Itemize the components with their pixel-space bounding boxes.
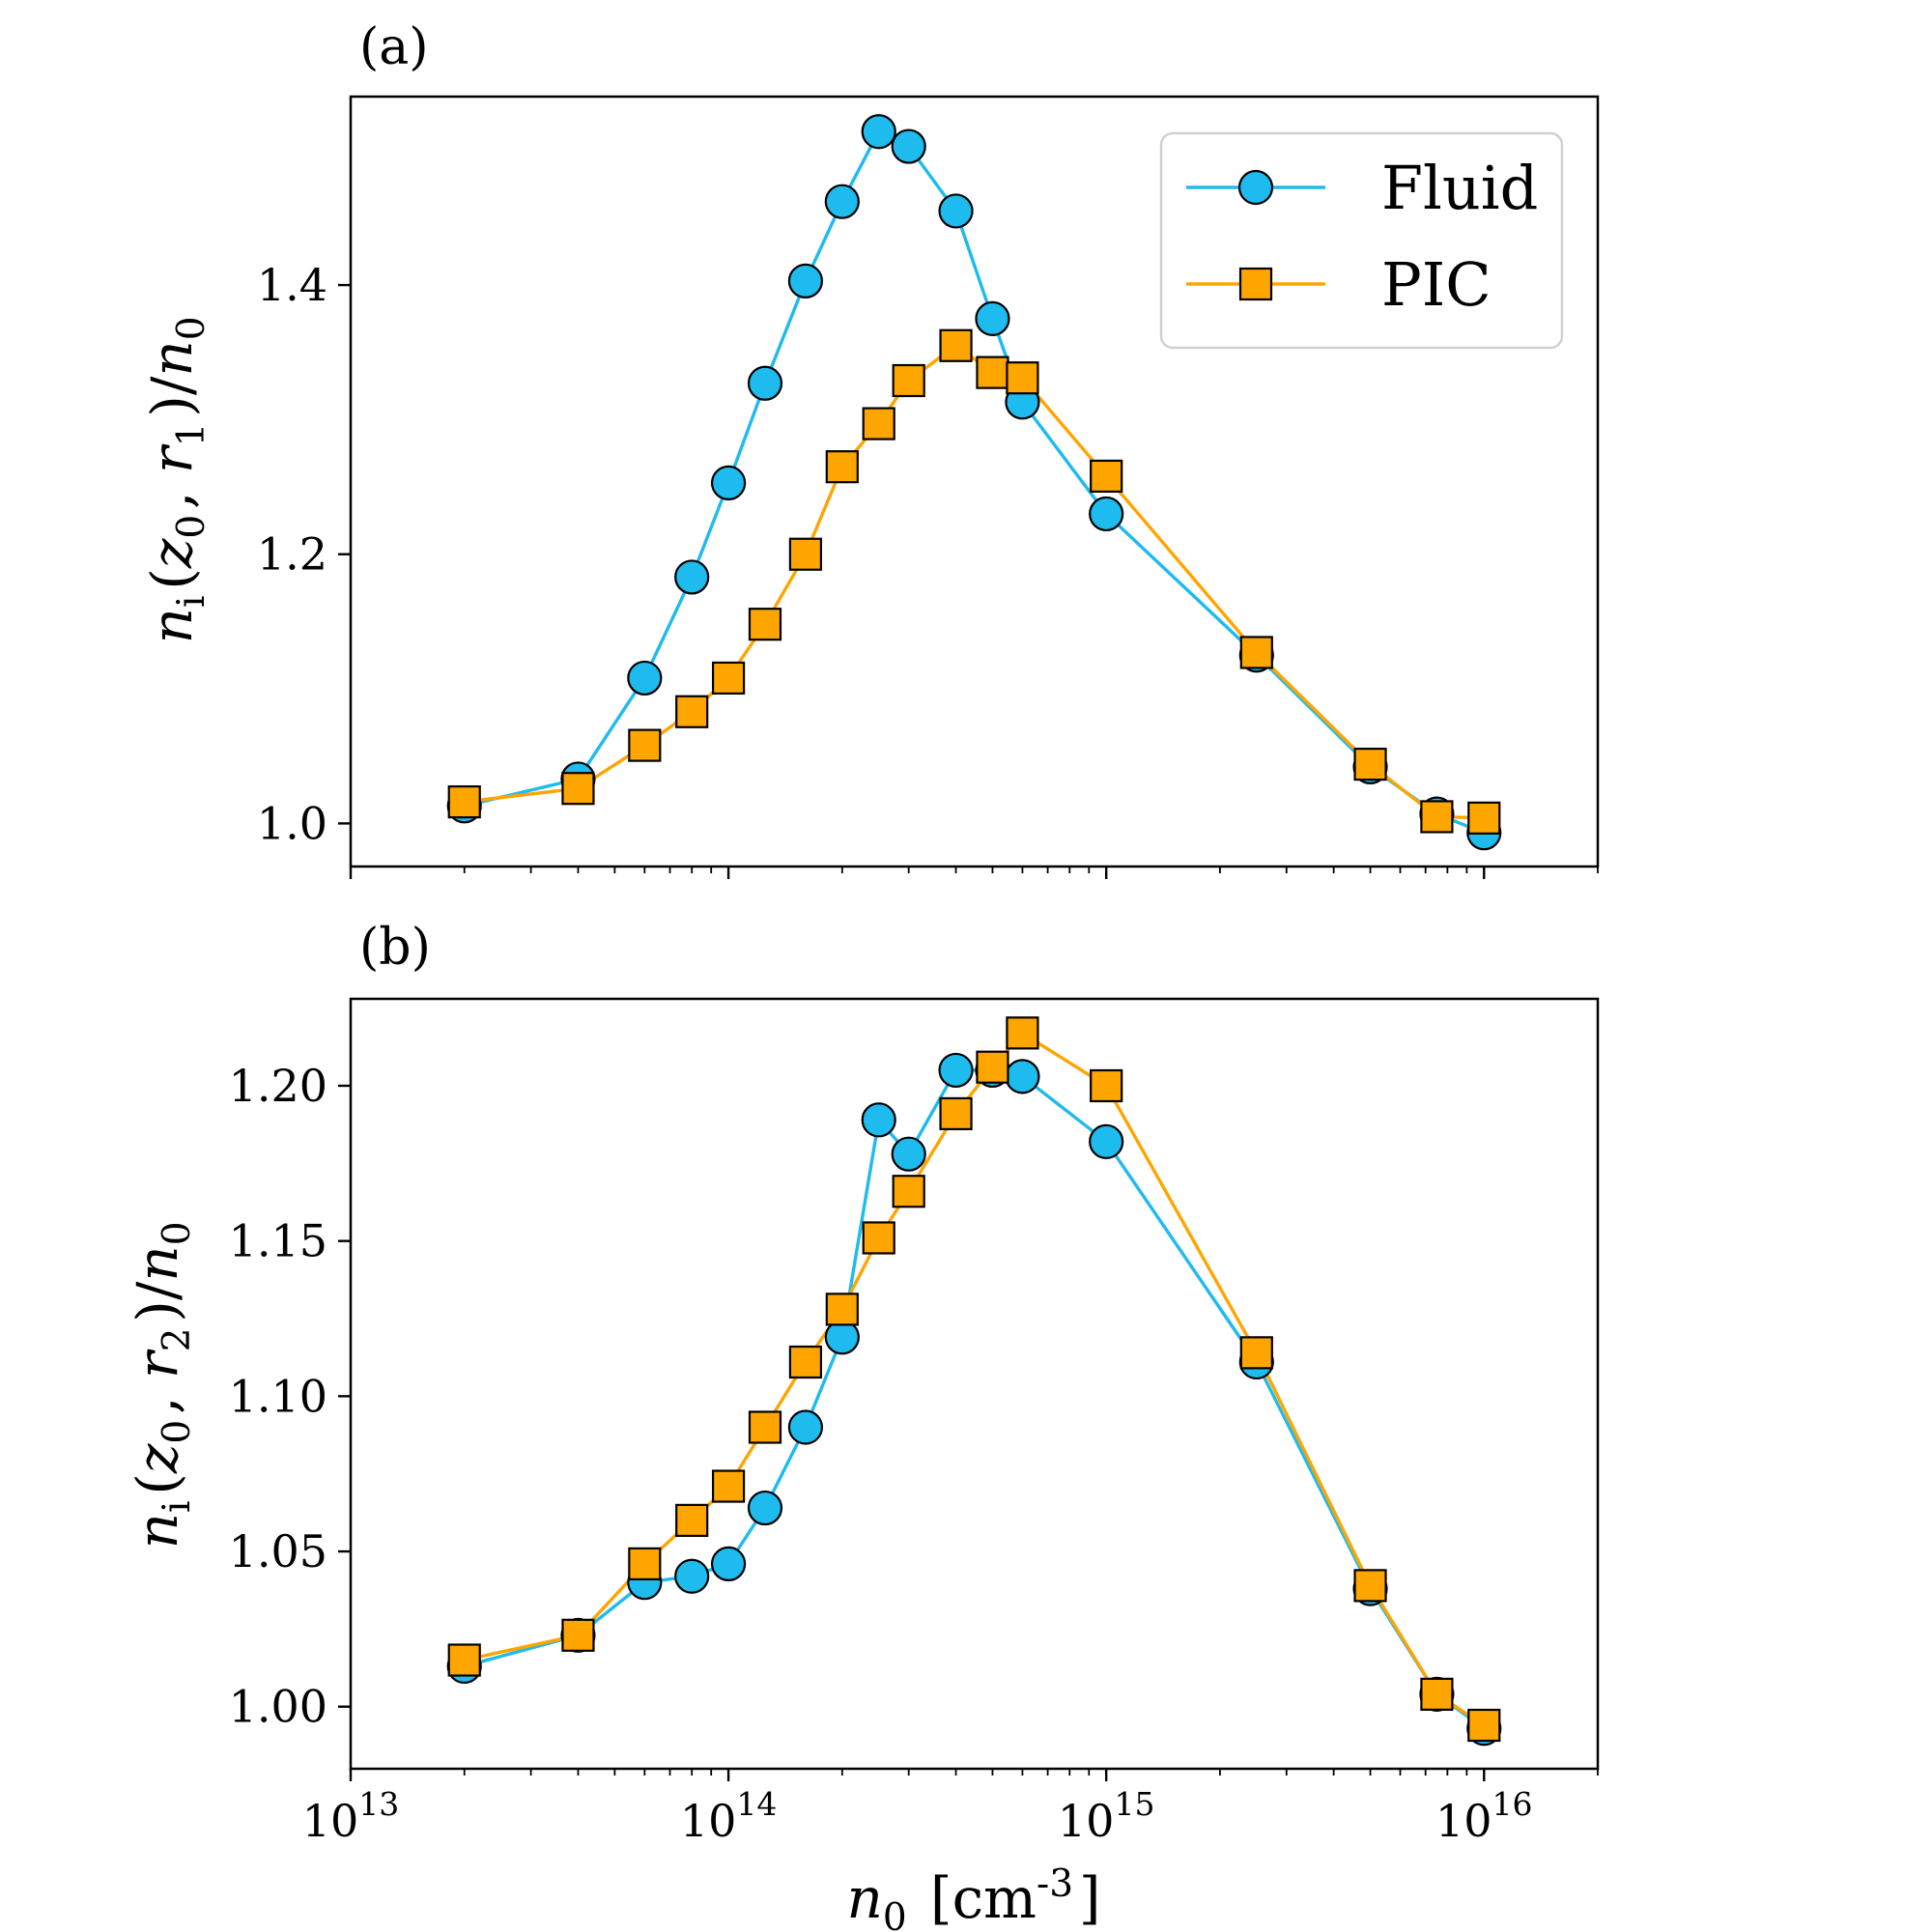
data-point-fluid xyxy=(891,1136,926,1172)
data-point-fluid xyxy=(861,1102,896,1138)
data-point-fluid xyxy=(710,465,747,500)
data-point-pic xyxy=(1239,1336,1273,1370)
y-tick-label: 1.2 xyxy=(257,528,327,581)
y-tick-label: 1.00 xyxy=(229,1681,327,1733)
data-point-pic xyxy=(561,1618,595,1652)
data-point-fluid xyxy=(747,365,783,401)
data-point-pic xyxy=(711,1469,746,1503)
data-point-pic xyxy=(862,407,895,440)
data-point-pic xyxy=(1090,1068,1123,1103)
data-point-fluid xyxy=(1089,496,1124,532)
data-point-pic xyxy=(892,1175,925,1208)
data-point-pic xyxy=(976,1050,1009,1084)
data-point-pic xyxy=(825,1293,859,1326)
legend-pic-label: PIC xyxy=(1381,249,1492,320)
data-point-pic xyxy=(628,1547,662,1580)
panel-b-label: (b) xyxy=(359,919,431,977)
data-point-fluid xyxy=(975,300,1010,337)
x-axis-label: n0 [cm-3 ] xyxy=(847,1862,1101,1932)
panel-b-axes-frame xyxy=(349,997,1600,1771)
legend: Fluid PIC xyxy=(1159,131,1564,350)
data-point-fluid xyxy=(787,1409,824,1445)
data-point-fluid xyxy=(938,1052,974,1089)
data-point-fluid xyxy=(824,184,860,219)
data-point-pic xyxy=(892,363,925,398)
data-point-pic xyxy=(1353,1569,1387,1603)
panel-a-ylabel: ni (z0 , r1 )/n0 xyxy=(139,311,213,644)
data-point-fluid xyxy=(710,1546,747,1581)
data-point-fluid xyxy=(674,559,710,595)
y-tick-label: 1.20 xyxy=(229,1060,327,1112)
data-point-pic xyxy=(788,1345,823,1379)
data-point-pic xyxy=(1006,361,1039,395)
data-point-pic xyxy=(788,537,823,571)
x-tick-label: 1014 xyxy=(680,1785,778,1847)
data-point-pic xyxy=(939,1096,973,1131)
data-point-pic xyxy=(447,785,481,819)
y-axis-label: ni (z0 , r1 )/n0 xyxy=(139,311,213,644)
data-point-pic xyxy=(748,608,782,641)
panel-a-plot-area xyxy=(446,114,1502,851)
data-point-pic xyxy=(628,728,662,762)
data-point-pic xyxy=(561,772,595,806)
y-axis-label: ni (z0 , r2 )/n0 xyxy=(125,1216,199,1549)
x-tick-label: 1016 xyxy=(1435,1785,1533,1847)
data-point-pic xyxy=(1420,1677,1454,1711)
data-point-pic xyxy=(447,1643,481,1677)
data-point-fluid xyxy=(1005,1059,1040,1094)
data-point-pic xyxy=(1467,1708,1501,1743)
y-tick-label: 1.0 xyxy=(257,797,327,849)
panel-a: (a) ni (z0 , r1 )/n0 Fluid PIC 1.0 1.2 1.4 xyxy=(139,18,1600,879)
x-tick-label: 1015 xyxy=(1058,1785,1155,1847)
data-point-pic xyxy=(1090,459,1123,494)
legend-fluid-label: Fluid xyxy=(1381,153,1538,223)
panel-a-label: (a) xyxy=(359,18,429,76)
panel-b-plot-area xyxy=(446,1016,1502,1747)
data-point-pic xyxy=(862,1221,895,1255)
y-tick-label: 1.15 xyxy=(229,1215,327,1267)
y-tick-label: 1.10 xyxy=(229,1370,327,1422)
data-point-pic xyxy=(939,328,973,362)
data-point-fluid xyxy=(938,193,974,229)
data-point-pic xyxy=(1239,636,1273,669)
data-point-pic xyxy=(1420,800,1454,834)
data-point-pic xyxy=(1467,801,1501,835)
data-point-fluid xyxy=(674,1558,710,1594)
data-point-fluid xyxy=(787,263,824,298)
panel-b: (b) ni (z0 , r2 )/n0 n0 [cm-3 ] 1013 1014… xyxy=(125,919,1600,1932)
data-point-fluid xyxy=(861,114,896,150)
data-point-pic xyxy=(1006,1016,1039,1050)
data-point-pic xyxy=(748,1410,782,1444)
panel-b-ylabel: ni (z0 , r2 )/n0 xyxy=(125,1216,199,1549)
data-point-pic xyxy=(976,355,1009,389)
data-point-pic xyxy=(675,695,709,728)
legend-fluid-marker xyxy=(1237,169,1274,206)
data-point-pic xyxy=(675,1503,709,1538)
data-point-pic xyxy=(1353,748,1387,781)
data-point-fluid xyxy=(891,128,926,164)
panel-a-axes-frame xyxy=(349,95,1600,868)
y-tick-label: 1.05 xyxy=(229,1525,327,1577)
y-tick-label: 1.4 xyxy=(257,259,327,311)
data-point-fluid xyxy=(747,1490,783,1526)
legend-pic-marker xyxy=(1238,267,1273,301)
data-point-pic xyxy=(711,661,746,696)
panel-b-xlabel: n0 [cm-3 ] xyxy=(847,1862,1101,1932)
x-tick-label: 1013 xyxy=(302,1785,400,1847)
data-point-pic xyxy=(825,450,859,484)
data-point-fluid xyxy=(1089,1123,1124,1159)
data-point-fluid xyxy=(627,660,663,696)
